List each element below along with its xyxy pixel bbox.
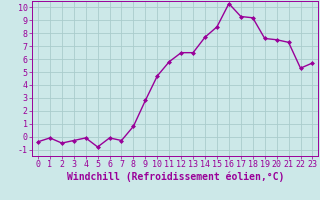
X-axis label: Windchill (Refroidissement éolien,°C): Windchill (Refroidissement éolien,°C) <box>67 172 284 182</box>
